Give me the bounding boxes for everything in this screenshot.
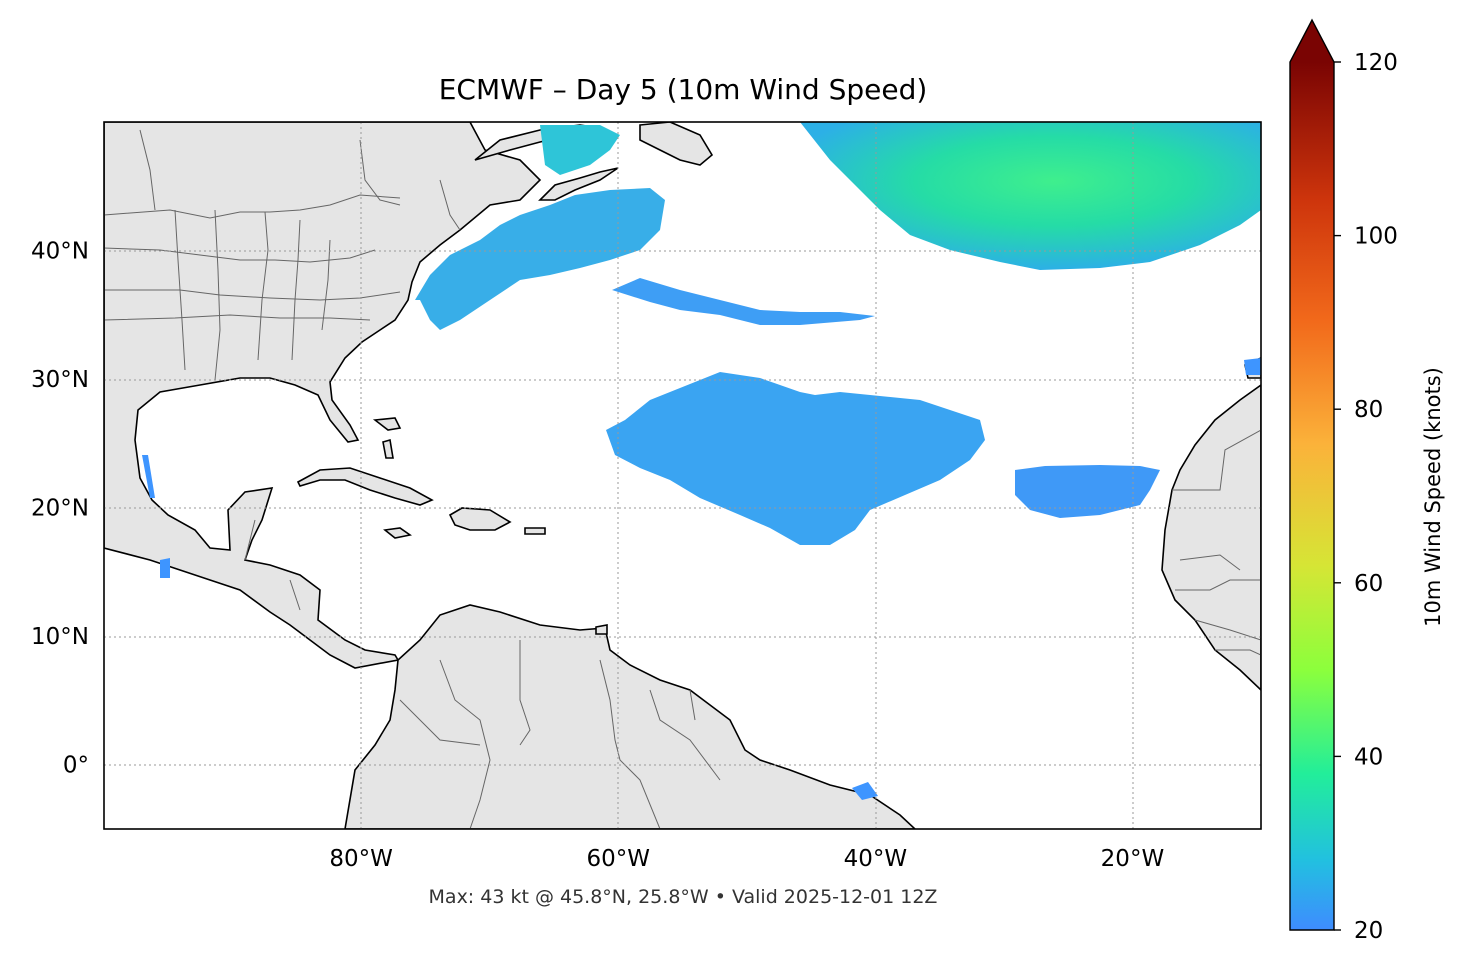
map-panel — [104, 122, 1261, 829]
wind-region-mid-band — [612, 278, 875, 325]
land-trinidad — [595, 624, 608, 635]
colorbar-ticks: 20 40 60 80 100 120 — [1334, 50, 1398, 944]
land-south-america — [344, 604, 917, 829]
wind-region-off-spain — [1244, 358, 1261, 375]
colorbar-tick-label: 40 — [1354, 744, 1383, 770]
colorbar-bar — [1290, 62, 1334, 930]
wind-region-pacific — [160, 558, 170, 578]
colorbar-label: 10m Wind Speed (knots) — [1421, 367, 1445, 627]
wind-region-jet — [800, 122, 1261, 270]
colorbar-tick-label: 120 — [1354, 50, 1398, 76]
colorbar-outline — [1289, 18, 1335, 931]
wind-shading — [142, 122, 1261, 800]
lat-tick-label: 40°N — [31, 239, 89, 265]
land-north-america — [104, 122, 542, 669]
wind-region-east-trades — [1015, 465, 1160, 518]
lat-tick-label: 20°N — [31, 496, 89, 522]
footer-info: Max: 43 kt @ 45.8°N, 25.8°W • Valid 2025… — [429, 886, 938, 908]
colorbar-tick-label: 20 — [1354, 918, 1383, 944]
wind-region-us-coast — [415, 188, 665, 330]
lat-tick-label: 10°N — [31, 624, 89, 650]
wind-region-trades — [606, 372, 985, 545]
land-puerto-rico — [524, 527, 546, 535]
land-jamaica — [383, 527, 412, 539]
colorbar-tick-label: 100 — [1354, 224, 1398, 250]
land-cuba — [296, 467, 434, 506]
wind-region-brazil — [852, 782, 878, 800]
colorbar-tick-label: 60 — [1354, 571, 1383, 597]
land-africa — [1161, 384, 1261, 692]
lon-tick-label: 20°W — [1101, 846, 1165, 872]
map-frame — [103, 121, 1262, 830]
colorbar-extend-arrow — [1290, 20, 1334, 62]
wind-region-gulf-st-lawrence — [540, 125, 620, 175]
lat-tick-label: 0° — [63, 753, 89, 779]
lon-tick-label: 80°W — [329, 846, 393, 872]
latitude-labels: 40°N 30°N 20°N 10°N 0° — [31, 239, 89, 779]
political-boundaries — [104, 129, 1261, 829]
lon-tick-label: 40°W — [844, 846, 908, 872]
land-newfoundland — [639, 122, 714, 166]
lat-tick-label: 30°N — [31, 367, 89, 393]
wind-region-yucatan — [142, 455, 155, 498]
colorbar-tick-label: 80 — [1354, 397, 1383, 423]
colorbar: 20 40 60 80 100 120 10m Wind Speed (knots) — [1289, 18, 1445, 944]
lon-tick-label: 60°W — [586, 846, 650, 872]
land-hispaniola — [448, 507, 512, 531]
land-bahamas — [372, 417, 402, 459]
longitude-labels: 80°W 60°W 40°W 20°W — [329, 846, 1164, 872]
chart-title: ECMWF – Day 5 (10m Wind Speed) — [439, 73, 928, 106]
